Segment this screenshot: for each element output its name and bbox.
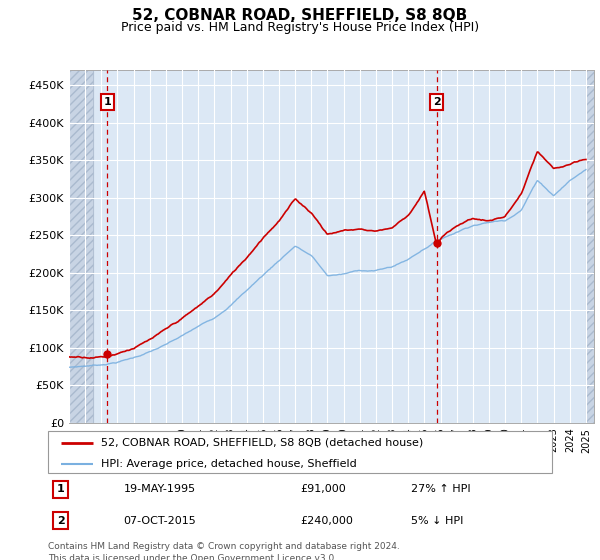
Text: £240,000: £240,000 xyxy=(300,516,353,526)
Text: 2: 2 xyxy=(433,97,440,107)
Text: Price paid vs. HM Land Registry's House Price Index (HPI): Price paid vs. HM Land Registry's House … xyxy=(121,21,479,34)
Text: 52, COBNAR ROAD, SHEFFIELD, S8 8QB (detached house): 52, COBNAR ROAD, SHEFFIELD, S8 8QB (deta… xyxy=(101,438,423,448)
Text: 1: 1 xyxy=(104,97,112,107)
Text: 19-MAY-1995: 19-MAY-1995 xyxy=(124,484,196,494)
Text: 07-OCT-2015: 07-OCT-2015 xyxy=(124,516,196,526)
Text: 5% ↓ HPI: 5% ↓ HPI xyxy=(411,516,463,526)
FancyBboxPatch shape xyxy=(48,431,552,473)
Text: 27% ↑ HPI: 27% ↑ HPI xyxy=(411,484,470,494)
Text: Contains HM Land Registry data © Crown copyright and database right 2024.
This d: Contains HM Land Registry data © Crown c… xyxy=(48,542,400,560)
Text: 1: 1 xyxy=(57,484,64,494)
Text: £91,000: £91,000 xyxy=(300,484,346,494)
Text: 2: 2 xyxy=(57,516,64,526)
Text: 52, COBNAR ROAD, SHEFFIELD, S8 8QB: 52, COBNAR ROAD, SHEFFIELD, S8 8QB xyxy=(133,8,467,24)
Text: HPI: Average price, detached house, Sheffield: HPI: Average price, detached house, Shef… xyxy=(101,459,356,469)
